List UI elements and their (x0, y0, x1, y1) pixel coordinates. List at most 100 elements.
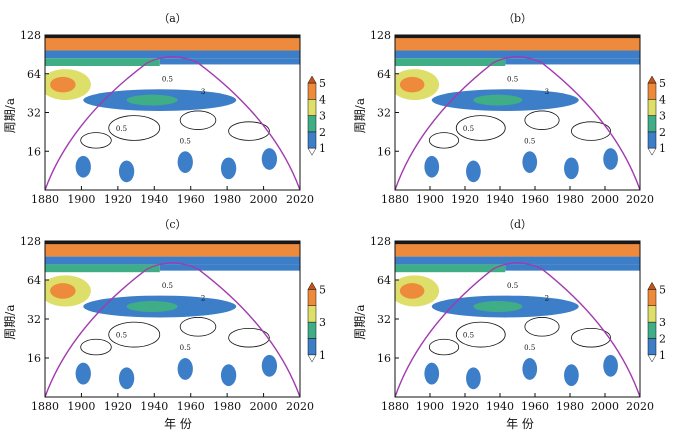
colorbar-tick-label: 4 (319, 93, 326, 106)
colorbar-tick-label: 1 (659, 142, 666, 155)
power-blob (177, 151, 193, 173)
contour-line (428, 132, 460, 149)
power-band (395, 264, 506, 273)
y-tick-label: 16 (27, 352, 41, 365)
power-blob (564, 157, 579, 180)
x-tick-label: 1900 (67, 193, 95, 206)
contour-label: 0.5 (116, 332, 127, 340)
power-band (45, 264, 160, 273)
contour-line (179, 110, 217, 130)
power-band (395, 241, 640, 245)
colorbar-tick-label: 3 (319, 316, 326, 329)
colorbar-segment (647, 99, 657, 116)
contour-label: 0.5 (162, 282, 173, 290)
x-tick-label: 1920 (451, 400, 479, 413)
contour-line (571, 327, 612, 348)
power-band (395, 50, 640, 59)
contour-line (524, 317, 560, 337)
x-tick-label: 1900 (416, 193, 444, 206)
panel-label: （a） (158, 12, 187, 25)
x-tick-label: 2000 (591, 193, 619, 206)
cone-of-influence (395, 262, 640, 397)
y-tick-label: 128 (370, 235, 391, 248)
panel-label: （d） (503, 218, 532, 231)
power-blob (522, 358, 538, 380)
power-band (395, 35, 640, 39)
x-tick-label: 1900 (67, 400, 95, 413)
x-tick-label: 1980 (213, 400, 241, 413)
colorbar: 1 3 5 (307, 281, 326, 363)
x-tick-label: 2020 (286, 193, 314, 206)
contour-label: 3 (201, 88, 205, 96)
y-axis-label: 周期/a (3, 305, 17, 340)
power-blob (603, 354, 618, 377)
x-tick-label: 1920 (104, 400, 132, 413)
colorbar-segment (647, 305, 657, 323)
power-blob (261, 148, 278, 170)
y-axis-label: 周期/a (353, 305, 367, 340)
colorbar-tick-label: 3 (319, 110, 326, 123)
colorbar-top-arrow (647, 75, 657, 84)
panel-label: （b） (503, 12, 532, 25)
contour-label: 0.5 (524, 138, 535, 146)
colorbar-segment (647, 82, 657, 100)
power-blob (118, 160, 135, 183)
colorbar: 1 2 3 5 (647, 281, 666, 363)
power-blob (126, 301, 178, 312)
power-band (45, 35, 300, 39)
x-tick-label: 1980 (556, 400, 584, 413)
contour-label: 0.5 (180, 138, 191, 146)
y-tick-label: 128 (370, 29, 391, 42)
y-tick-label: 32 (27, 313, 41, 326)
power-band (159, 264, 300, 271)
colorbar-tick-label: 5 (319, 283, 326, 296)
colorbar-tick-label: 3 (659, 110, 666, 123)
power-band (505, 264, 640, 271)
x-tick-label: 1940 (140, 193, 168, 206)
colorbar-bottom-arrow (647, 147, 657, 156)
colorbar-bottom-arrow (307, 147, 317, 156)
colorbar-segment (307, 305, 317, 323)
power-blob (220, 364, 237, 387)
x-tick-label: 1940 (486, 193, 514, 206)
power-field: 0.5 0.5 0.5 2 (45, 241, 300, 397)
power-blob (424, 362, 440, 385)
x-tick-label: 2020 (626, 400, 654, 413)
y-tick-label: 32 (377, 107, 391, 120)
contour-label: 0.5 (507, 282, 518, 290)
colorbar-tick-label: 3 (659, 316, 666, 329)
power-band (45, 256, 300, 265)
y-tick-label: 64 (377, 68, 391, 81)
x-tick-label: 1980 (213, 193, 241, 206)
contour-label: 0.5 (524, 344, 535, 352)
contour-line (80, 132, 112, 149)
contour-label: 0.5 (116, 125, 127, 133)
x-tick-label: 2000 (250, 193, 278, 206)
contour-label: 0.5 (162, 76, 173, 84)
y-tick-label: 16 (27, 145, 41, 158)
colorbar: 1 2 3 4 5 (307, 75, 326, 156)
power-field: 0.5 0.5 0.5 3 (395, 35, 640, 190)
contour-line (228, 121, 270, 141)
x-tick-label: 1940 (486, 400, 514, 413)
power-blob (424, 155, 440, 178)
contour-line (80, 338, 112, 356)
colorbar-tick-label: 5 (319, 77, 326, 90)
x-tick-label: 1880 (381, 193, 409, 206)
contour-label: 0.5 (463, 332, 474, 340)
colorbar-segment (647, 338, 657, 356)
colorbar-tick-label: 1 (319, 142, 326, 155)
contour-label: 0.5 (507, 76, 518, 84)
colorbar-segment (307, 338, 317, 356)
contour-line (524, 110, 560, 130)
colorbar-bottom-arrow (647, 354, 657, 363)
colorbar-tick-label: 1 (319, 349, 326, 362)
x-tick-label: 1960 (177, 193, 205, 206)
x-tick-label: 1880 (381, 400, 409, 413)
power-blob (564, 364, 579, 387)
colorbar-tick-label: 2 (319, 126, 326, 139)
y-tick-label: 128 (20, 29, 41, 42)
colorbar-top-arrow (307, 75, 317, 84)
